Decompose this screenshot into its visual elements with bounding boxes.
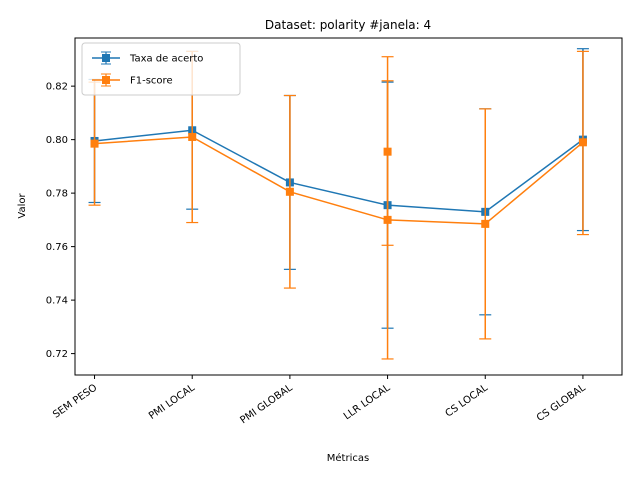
legend-marker [102,76,110,84]
data-point [188,132,197,141]
legend-marker [102,54,110,62]
chart-title: Dataset: polarity #janela: 4 [265,18,431,32]
y-tick-label: 0.72 [46,349,68,360]
series-line [94,129,584,213]
legend-label: F1-score [130,76,173,87]
data-point [90,139,99,148]
data-point [285,187,294,196]
y-tick-label: 0.82 [46,82,68,93]
data-point [383,147,392,156]
y-tick-label: 0.76 [46,242,68,253]
x-axis-title: Métricas [327,452,369,464]
y-axis-title: Valor [17,193,28,219]
y-tick-label: 0.78 [46,189,68,200]
legend-box [81,42,241,96]
series-line [94,136,584,225]
data-point [481,219,490,228]
y-tick-label: 0.74 [46,296,68,307]
y-tick-label: 0.80 [46,135,68,146]
legend: Taxa de acerto F1-score [81,42,241,96]
legend-label: Taxa de acerto [129,54,203,65]
data-point [578,138,587,147]
y-axis: 0.72 0.74 0.76 0.78 0.80 0.82 [46,82,75,360]
plot-frame [74,37,623,376]
series-3 [381,56,394,246]
